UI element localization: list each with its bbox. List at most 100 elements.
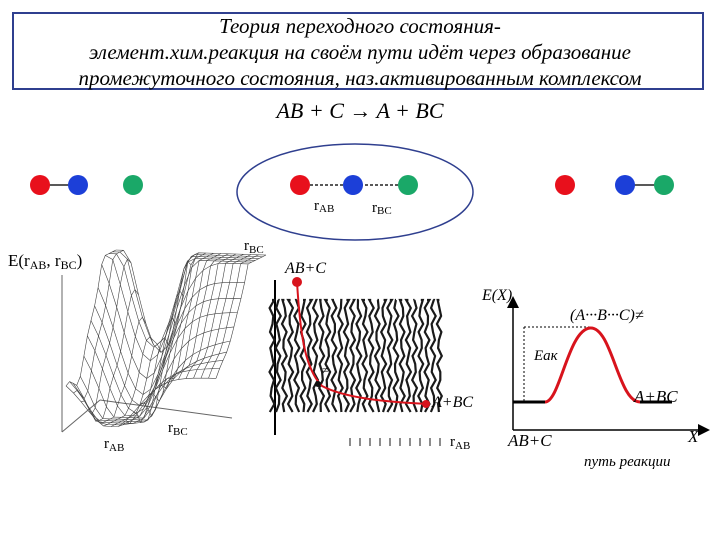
activation-energy-label: Eак bbox=[533, 348, 559, 364]
contour-line bbox=[367, 298, 375, 413]
surface-mesh-line bbox=[118, 336, 169, 427]
surface-mesh-line bbox=[178, 253, 229, 380]
reaction-path-caption: путь реакции bbox=[584, 454, 671, 470]
surface-mesh-line bbox=[200, 254, 252, 379]
equation-right: A + BC bbox=[376, 98, 444, 123]
atom-b bbox=[68, 175, 88, 195]
surface-mesh-line bbox=[185, 253, 237, 379]
energy-profile-plot: E(X) (A···B···C)≠ Eак A+BC AB+C X путь р… bbox=[481, 287, 710, 470]
profile-reactant-label: AB+C bbox=[507, 431, 552, 450]
equation-left: AB + C bbox=[276, 98, 344, 123]
contour-line bbox=[404, 298, 413, 413]
arrow-icon: → bbox=[349, 98, 372, 123]
surface-mesh-line bbox=[148, 252, 199, 402]
surface-mesh-line bbox=[80, 258, 132, 415]
contour-line bbox=[423, 298, 432, 413]
contour-line bbox=[330, 298, 338, 413]
surface-mesh-line bbox=[163, 253, 214, 385]
profile-product-label: A+BC bbox=[633, 387, 678, 406]
surface-mesh-line bbox=[110, 343, 162, 427]
contour-line bbox=[435, 298, 444, 413]
energy-function-label: E(rAB, rBC) bbox=[8, 251, 82, 272]
contour-start-label: AB+C bbox=[284, 260, 326, 277]
reaction-equation: AB + C → A + BC bbox=[0, 98, 720, 124]
profile-axis-x-label: X bbox=[687, 427, 699, 446]
r-ab-label: rAB bbox=[314, 198, 334, 215]
contour-line bbox=[386, 298, 394, 413]
surface-axis-x bbox=[61, 399, 101, 433]
contour-line bbox=[392, 298, 400, 413]
surface-mesh-line bbox=[208, 254, 259, 379]
contour-line bbox=[373, 298, 382, 413]
contour-line bbox=[360, 298, 369, 413]
contour-end-label: A+BC bbox=[431, 394, 473, 411]
r-bc-label: rBC bbox=[372, 200, 392, 217]
surface-mesh-line bbox=[87, 312, 238, 417]
contour-line bbox=[348, 298, 357, 413]
contour-line bbox=[274, 298, 282, 413]
surface-mesh-line bbox=[140, 260, 192, 417]
surface-mesh-line bbox=[65, 249, 117, 387]
contour-axis-x-label: rAB bbox=[450, 434, 470, 452]
reaction-path-curve bbox=[296, 281, 429, 405]
surface-mesh-line bbox=[95, 316, 147, 424]
surface-mesh-line bbox=[133, 290, 184, 423]
atom-a bbox=[30, 175, 50, 195]
contour-line bbox=[268, 298, 277, 413]
contour-line bbox=[379, 298, 388, 413]
surface-mesh-line bbox=[103, 336, 154, 427]
surface-mesh bbox=[65, 249, 267, 427]
title-frame bbox=[12, 12, 704, 90]
contour-line bbox=[323, 298, 332, 413]
energy-profile-curve bbox=[544, 326, 641, 404]
path-end-point bbox=[422, 400, 430, 408]
surface-mesh-line bbox=[170, 253, 222, 382]
contour-line bbox=[398, 298, 406, 413]
transition-ellipse bbox=[236, 143, 474, 241]
title-line-3: промежуточного состояния, наз.активирова… bbox=[78, 66, 642, 90]
contour-line bbox=[336, 298, 344, 413]
contour-line bbox=[317, 298, 326, 413]
reactant-molecule bbox=[30, 175, 143, 195]
surface-mesh-line bbox=[155, 252, 207, 390]
potential-surface-plot: E(rAB, rBC) rAB rBC bbox=[8, 249, 267, 454]
contour-line bbox=[410, 298, 419, 413]
atom-b bbox=[615, 175, 635, 195]
title-line-1: Теория переходного состояния- bbox=[219, 14, 501, 38]
product-molecule bbox=[555, 175, 674, 195]
reaction-path-plot: rBC AB+C ≠ A+BC rAB bbox=[244, 238, 473, 452]
contour-line bbox=[280, 298, 289, 413]
activated-complex-label: (A···B···C)≠ bbox=[570, 307, 644, 324]
contour-line bbox=[311, 298, 320, 413]
surface-mesh-line bbox=[125, 317, 177, 425]
surface-axis-y-label: rBC bbox=[168, 420, 188, 438]
atom-b bbox=[343, 175, 363, 195]
atom-c bbox=[398, 175, 418, 195]
surface-axis-x-label: rAB bbox=[104, 436, 124, 454]
atom-c bbox=[123, 175, 143, 195]
saddle-point bbox=[315, 381, 321, 387]
atom-c bbox=[654, 175, 674, 195]
saddle-mark: ≠ bbox=[322, 363, 329, 377]
path-start-point bbox=[292, 277, 302, 287]
activated-complex: rAB rBC bbox=[290, 175, 418, 217]
surface-mesh-line bbox=[73, 250, 124, 400]
contour-line bbox=[355, 298, 363, 413]
contour-axis-y-label: rBC bbox=[244, 238, 264, 256]
contour-line bbox=[417, 298, 425, 413]
contour-line bbox=[293, 298, 301, 413]
surface-mesh-line bbox=[88, 288, 139, 422]
contour-line bbox=[305, 298, 314, 413]
title-line-2: элемент.хим.реакция на своём пути идёт ч… bbox=[88, 40, 631, 64]
contour-line bbox=[286, 298, 295, 413]
surface-mesh-line bbox=[193, 254, 244, 379]
surface-mesh-line bbox=[215, 254, 267, 379]
atom-a bbox=[290, 175, 310, 195]
contour-line bbox=[429, 298, 437, 413]
profile-axis-y-label: E(X) bbox=[481, 287, 512, 304]
contour-line bbox=[299, 298, 307, 413]
contour-lines bbox=[268, 298, 444, 446]
atom-a bbox=[555, 175, 575, 195]
surface-axis-y bbox=[99, 399, 233, 419]
